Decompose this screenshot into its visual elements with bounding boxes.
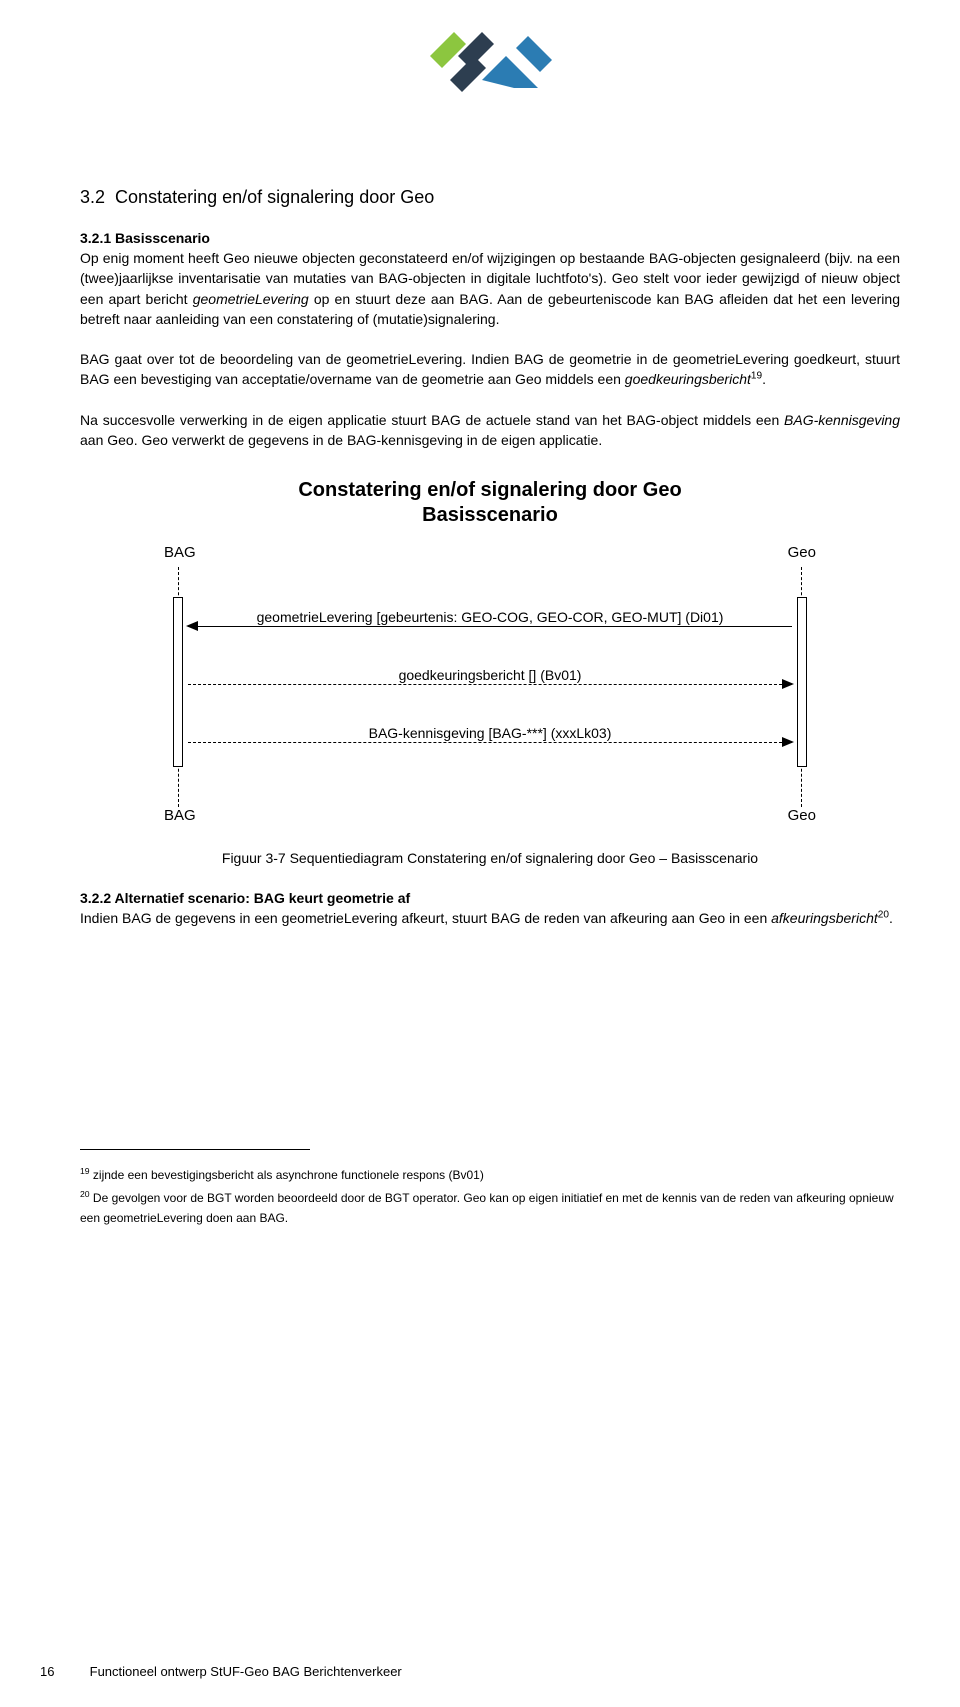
lifeline-geo-bottom: Geo	[788, 807, 816, 824]
text: Na succesvolle verwerking in de eigen ap…	[80, 412, 784, 428]
section-title: Constatering en/of signalering door Geo	[115, 187, 434, 207]
term-afkeuringsbericht: afkeuringsbericht	[771, 910, 878, 926]
footnote-ref-19: 19	[751, 371, 762, 382]
sequence-diagram: Constatering en/of signalering door Geo …	[160, 478, 820, 824]
activation-bag	[173, 597, 183, 767]
document-page: 3.2 Constatering en/of signalering door …	[0, 0, 960, 1707]
footnote-20: 20 De gevolgen voor de BGT worden beoord…	[80, 1187, 900, 1229]
para-4: Indien BAG de gegevens in een geometrieL…	[80, 908, 900, 928]
header-logo	[80, 20, 900, 97]
para-2: BAG gaat over tot de beoordeling van de …	[80, 349, 900, 390]
diagram-title: Constatering en/of signalering door Geo …	[160, 478, 820, 528]
activation-geo	[797, 597, 807, 767]
section-heading: 3.2 Constatering en/of signalering door …	[80, 187, 900, 208]
footnote-ref-20: 20	[878, 910, 889, 921]
footnote-num-20: 20	[80, 1189, 90, 1199]
msg-1-label: geometrieLevering [gebeurtenis: GEO-COG,…	[188, 609, 792, 625]
text: BAG gaat over tot de beoordeling van de …	[80, 351, 900, 387]
footnote-num-19: 19	[80, 1166, 90, 1176]
arrow-left-icon	[186, 621, 198, 631]
para-3: Na succesvolle verwerking in de eigen ap…	[80, 410, 900, 451]
msg-2: goedkeuringsbericht [] (Bv01)	[188, 667, 792, 685]
arrow-right-icon	[782, 737, 794, 747]
lifeline-bag-top: BAG	[164, 544, 196, 561]
subsection-3-2-2-heading: 3.2.2 Alternatief scenario: BAG keurt ge…	[80, 890, 900, 906]
lifeline-geo-top: Geo	[788, 544, 816, 561]
lifeline-header-bottom: BAG Geo	[160, 807, 820, 824]
page-number: 16	[40, 1664, 86, 1679]
footnote-text-19: zijnde een bevestigingsbericht als async…	[90, 1168, 484, 1182]
diagram-title-line2: Basisscenario	[422, 504, 558, 526]
subsection-3-2-1-heading: 3.2.1 Basisscenario	[80, 230, 900, 246]
section-number: 3.2	[80, 187, 105, 207]
diagram-title-line1: Constatering en/of signalering door Geo	[298, 479, 681, 501]
footnote-separator	[80, 1149, 310, 1150]
logo-icon	[400, 20, 580, 92]
lifeline-bag-bottom: BAG	[164, 807, 196, 824]
text: aan Geo. Geo verwerkt de gegevens in de …	[80, 432, 602, 448]
msg-1: geometrieLevering [gebeurtenis: GEO-COG,…	[188, 609, 792, 627]
footnote-text-20: De gevolgen voor de BGT worden beoordeel…	[80, 1191, 894, 1225]
para-1: Op enig moment heeft Geo nieuwe objecten…	[80, 248, 900, 329]
figure-caption: Figuur 3-7 Sequentiediagram Constatering…	[80, 850, 900, 866]
msg-3-label: BAG-kennisgeving [BAG-***] (xxxLk03)	[188, 725, 792, 741]
sequence-body: geometrieLevering [gebeurtenis: GEO-COG,…	[160, 567, 820, 807]
msg-2-label: goedkeuringsbericht [] (Bv01)	[188, 667, 792, 683]
text: .	[889, 910, 893, 926]
term-goedkeuringsbericht: goedkeuringsbericht	[625, 371, 751, 387]
msg-3: BAG-kennisgeving [BAG-***] (xxxLk03)	[188, 725, 792, 743]
footer-title: Functioneel ontwerp StUF-Geo BAG Bericht…	[90, 1664, 402, 1679]
term-geometrielevering: geometrieLevering	[193, 291, 309, 307]
arrow-right-icon	[782, 679, 794, 689]
term-bag-kennisgeving: BAG-kennisgeving	[784, 412, 900, 428]
text: Indien BAG de gegevens in een geometrieL…	[80, 910, 771, 926]
page-footer: 16 Functioneel ontwerp StUF-Geo BAG Beri…	[40, 1664, 402, 1679]
lifeline-header-top: BAG Geo	[160, 544, 820, 561]
text: .	[762, 371, 766, 387]
footnotes: 19 zijnde een bevestigingsbericht als as…	[80, 1164, 900, 1229]
footnote-19: 19 zijnde een bevestigingsbericht als as…	[80, 1164, 900, 1185]
